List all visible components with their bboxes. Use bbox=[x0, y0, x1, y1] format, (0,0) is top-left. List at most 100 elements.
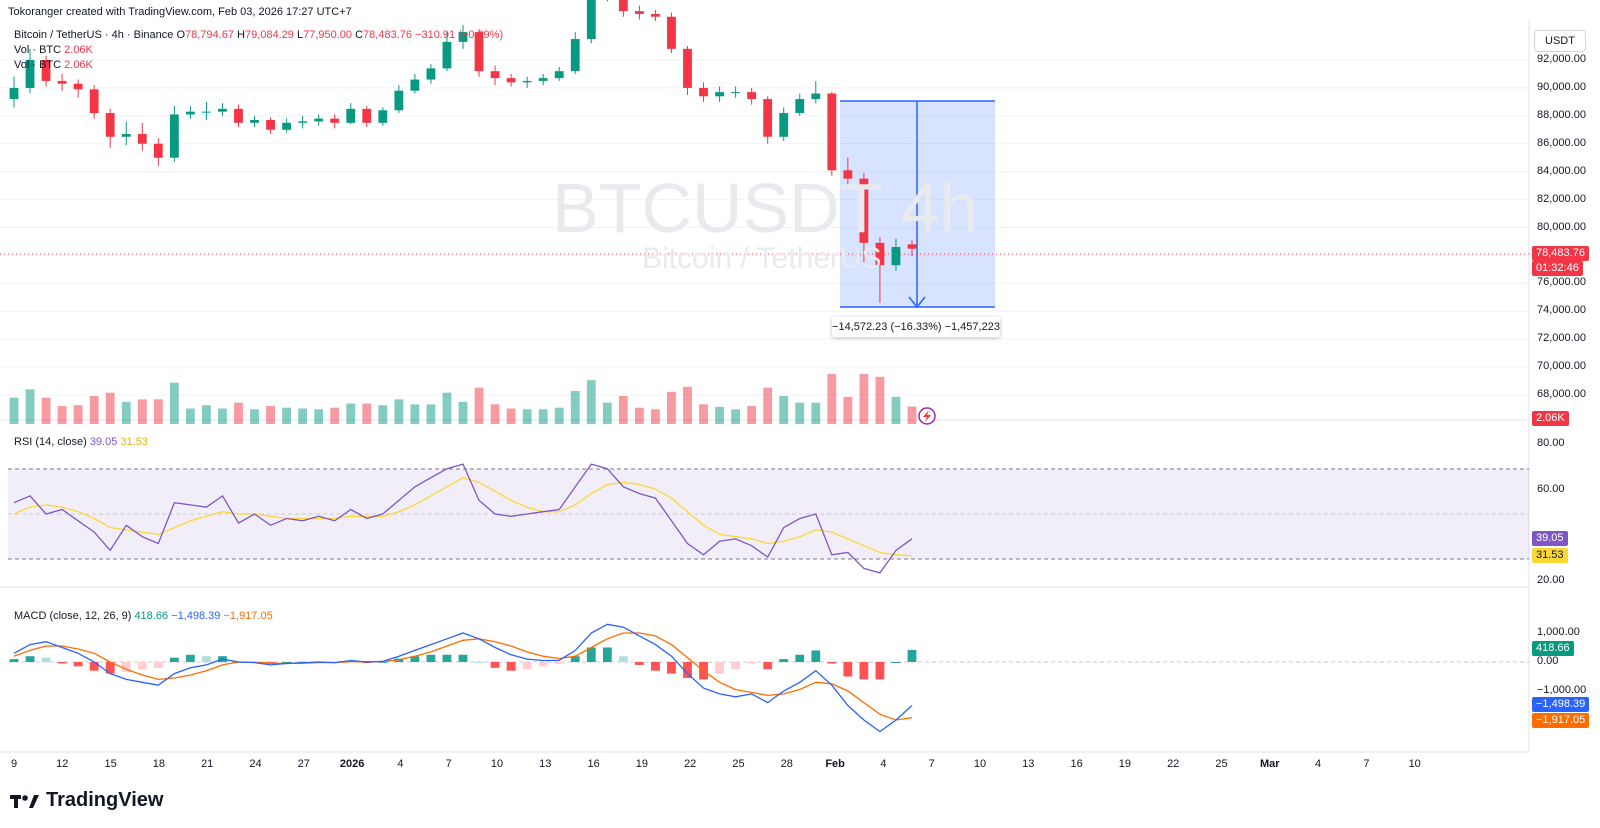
candle bbox=[410, 73, 420, 94]
macd-hist-bar bbox=[490, 662, 500, 668]
volume-bar bbox=[442, 392, 452, 424]
candle-body bbox=[314, 118, 324, 122]
volume-bar bbox=[634, 407, 644, 424]
candle-body bbox=[458, 32, 468, 42]
volume-bar bbox=[522, 409, 532, 424]
tradingview-logo[interactable]: TradingView bbox=[10, 789, 163, 812]
price-axis-label: 88,000.00 bbox=[1537, 108, 1586, 121]
time-axis-label: 19 bbox=[1118, 758, 1132, 770]
candle bbox=[875, 237, 885, 303]
volume-bar bbox=[185, 408, 195, 424]
volume-bar bbox=[891, 396, 901, 424]
candle bbox=[73, 79, 83, 98]
time-axis-label: 13 bbox=[539, 758, 552, 770]
tradingview-logo-icon bbox=[10, 794, 39, 808]
volume-bar bbox=[378, 405, 388, 424]
measure-label: −14,572.23 (−16.33%) −1,457,223 bbox=[832, 317, 1000, 337]
candle-body bbox=[298, 121, 308, 123]
macd-axis-neg1000: −1,000.00 bbox=[1537, 684, 1587, 696]
volume-legend-value: 2.06K bbox=[64, 44, 93, 56]
candle-body bbox=[651, 13, 660, 17]
candle bbox=[907, 240, 917, 257]
volume-bar bbox=[121, 401, 131, 424]
candle bbox=[266, 117, 275, 134]
volume-legend-label[interactable]: Vol · BTC bbox=[14, 44, 62, 56]
legend-symbol[interactable]: Bitcoin / TetherUS · 4h · Binance bbox=[14, 29, 174, 41]
candle-body bbox=[250, 120, 259, 123]
macd-value: −1,498.39 bbox=[171, 610, 221, 622]
macd-title[interactable]: MACD (close, 12, 26, 9) bbox=[14, 610, 132, 622]
volume-bar bbox=[89, 396, 99, 424]
macd-hist-bar bbox=[586, 647, 596, 662]
macd-hist-bar bbox=[41, 657, 51, 662]
candle bbox=[378, 107, 388, 126]
candle-body bbox=[73, 83, 83, 90]
legend-close: 78,483.76 bbox=[363, 29, 412, 41]
volume-bar bbox=[843, 396, 853, 424]
volume-legend: Vol · BTC 2.06K bbox=[14, 44, 93, 56]
candle-body bbox=[763, 99, 773, 137]
macd-hist-bar bbox=[891, 662, 901, 663]
volume-legend-label-2[interactable]: Vol · BTC bbox=[14, 59, 62, 71]
rsi-title[interactable]: RSI (14, close) bbox=[14, 436, 87, 448]
volume-bar bbox=[218, 408, 227, 424]
volume-bar bbox=[169, 382, 179, 424]
volume-bar bbox=[747, 406, 757, 424]
candle-body bbox=[570, 39, 580, 72]
volume-bars bbox=[9, 374, 917, 424]
macd-hist-bar bbox=[747, 662, 757, 664]
macd-hist-bar bbox=[105, 662, 115, 674]
candle bbox=[89, 85, 99, 119]
lightning-icon[interactable] bbox=[918, 407, 936, 425]
macd-hist-bar bbox=[522, 662, 532, 670]
volume-bar bbox=[362, 403, 372, 424]
rsi-legend: RSI (14, close) 39.05 31.53 bbox=[14, 436, 148, 448]
rsi-ma-tag: 31.53 bbox=[1532, 548, 1568, 563]
time-axis-label: 13 bbox=[1022, 758, 1035, 770]
time-axis-label: 22 bbox=[684, 758, 697, 770]
time-axis-label: 16 bbox=[587, 758, 600, 770]
volume-bar bbox=[410, 404, 420, 424]
candle-body bbox=[202, 111, 211, 113]
candle bbox=[137, 122, 147, 151]
candle bbox=[699, 82, 708, 102]
rsi-ma-line bbox=[13, 476, 913, 557]
volume-bar bbox=[506, 408, 516, 424]
countdown-tag: 01:32:46 bbox=[1532, 261, 1583, 276]
price-range-measure[interactable] bbox=[840, 100, 995, 309]
volume-bar bbox=[651, 409, 660, 424]
candle-body bbox=[474, 32, 484, 72]
volume-bar bbox=[554, 407, 564, 424]
time-axis-label: 25 bbox=[732, 758, 745, 770]
candle-body bbox=[538, 78, 548, 81]
currency-button[interactable]: USDT bbox=[1534, 30, 1586, 52]
watermark-ticker: BTCUSDT 4h bbox=[552, 169, 979, 247]
candle bbox=[570, 32, 580, 74]
volume-bar bbox=[458, 401, 468, 424]
time-axis-label: 7 bbox=[445, 758, 452, 770]
candle bbox=[41, 55, 51, 87]
macd-hist-bar bbox=[378, 661, 388, 663]
candle bbox=[314, 114, 324, 126]
macd-histogram bbox=[9, 647, 917, 680]
time-axis-label: 27 bbox=[297, 758, 310, 770]
macd-hist-bar bbox=[282, 662, 292, 663]
candle bbox=[362, 106, 372, 127]
chart-creator-note: Tokoranger created with TradingView.com,… bbox=[8, 6, 352, 18]
volume-bar bbox=[699, 404, 708, 424]
volume-tag: 2.06K bbox=[1532, 411, 1569, 426]
candle bbox=[731, 86, 741, 98]
volume-bar bbox=[105, 392, 115, 424]
candle bbox=[763, 96, 773, 144]
candle-body bbox=[715, 92, 724, 97]
macd-line-tag: −1,498.39 bbox=[1532, 697, 1590, 712]
candle bbox=[250, 115, 259, 127]
volume-bar bbox=[490, 404, 500, 424]
candle bbox=[506, 73, 516, 87]
price-axis-label: 84,000.00 bbox=[1537, 164, 1586, 177]
volume-legend-value-2: 2.06K bbox=[64, 59, 93, 71]
macd-signal-line bbox=[13, 632, 913, 721]
candle-body bbox=[875, 242, 885, 266]
time-axis-label: 22 bbox=[1167, 758, 1180, 770]
